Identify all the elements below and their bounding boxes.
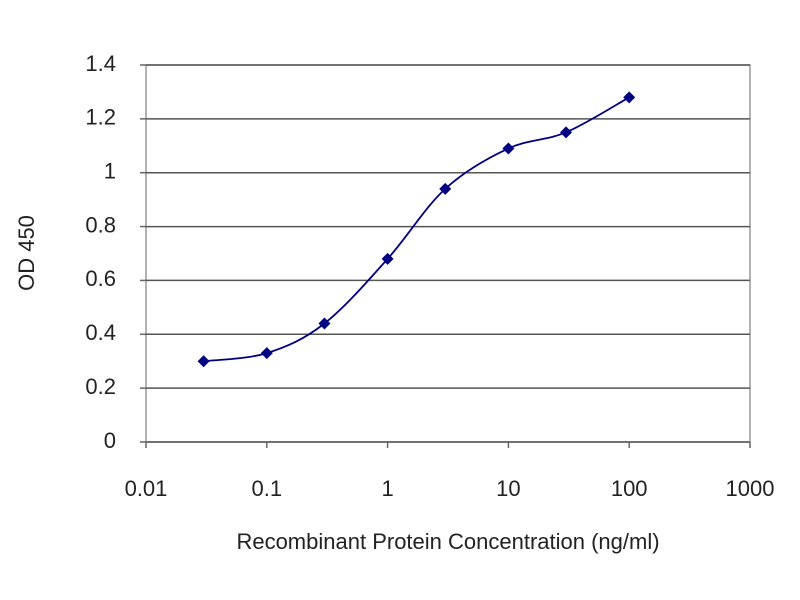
y-tick-label: 0.6 <box>85 266 116 291</box>
x-tick-label: 10 <box>496 476 520 501</box>
x-tick-label: 100 <box>611 476 648 501</box>
plot-area <box>145 64 751 443</box>
y-axis-title: OD 450 <box>14 215 39 291</box>
x-tick-label: 1 <box>381 476 393 501</box>
y-tick-label: 0.2 <box>85 374 116 399</box>
data-point <box>439 182 452 195</box>
y-tick-label: 1 <box>104 159 116 184</box>
x-tick-label: 1000 <box>726 476 775 501</box>
x-axis-title: Recombinant Protein Concentration (ng/ml… <box>236 529 659 554</box>
y-tick-label: 0.4 <box>85 320 116 345</box>
y-tick-label: 1.4 <box>85 51 116 76</box>
data-point <box>623 91 636 104</box>
y-tick-label: 0.8 <box>85 212 116 237</box>
data-point <box>381 252 394 265</box>
y-tick-label: 1.2 <box>85 105 116 130</box>
data-point <box>502 142 515 155</box>
series-line <box>203 96 630 363</box>
data-point <box>260 347 273 360</box>
data-point <box>197 355 210 368</box>
y-tick-label: 0 <box>104 428 116 453</box>
data-point <box>318 317 331 330</box>
data-point <box>560 126 573 139</box>
x-tick-label: 0.01 <box>125 476 168 501</box>
x-tick-label: 0.1 <box>252 476 283 501</box>
